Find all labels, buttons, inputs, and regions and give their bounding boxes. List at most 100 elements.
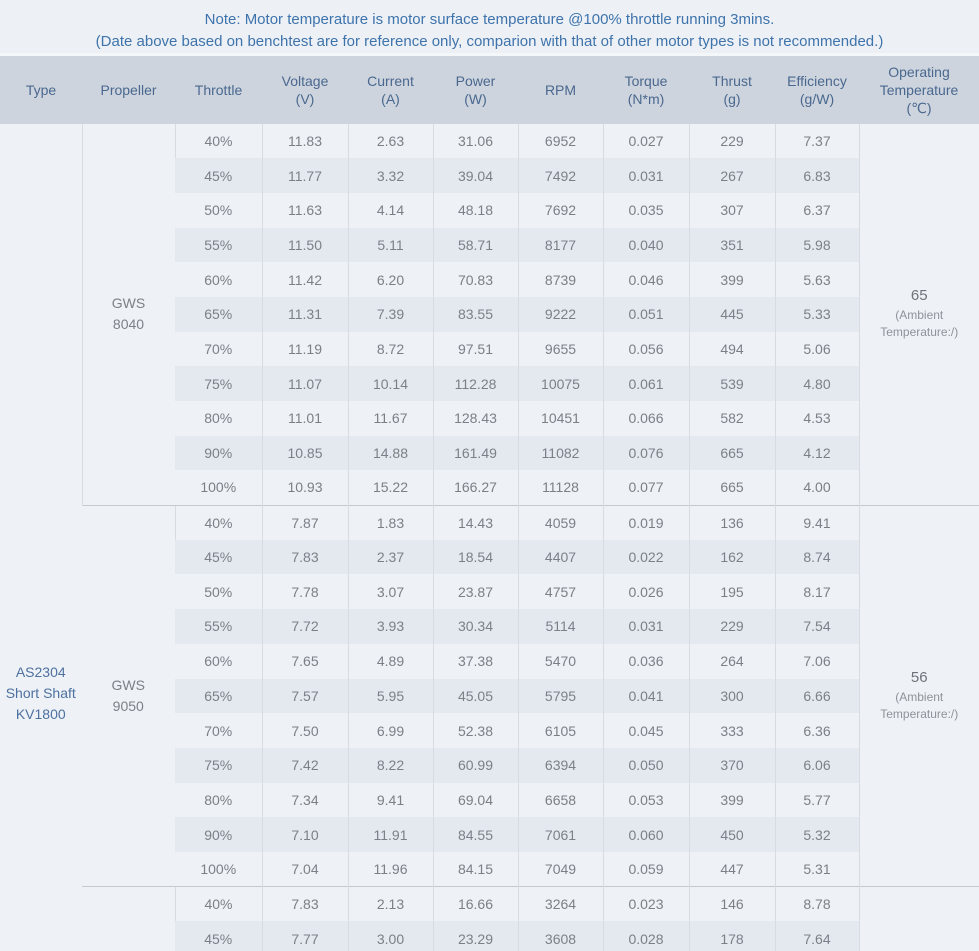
cell-voltage: 7.83 [261,539,348,575]
cell-throttle: 50% [175,192,262,228]
cell-voltage: 7.77 [261,921,348,951]
cell-current: 8.22 [347,747,433,783]
cell-rpm: 9222 [517,296,603,332]
table-row: 55% 7.72 3.93 30.34 5114 0.031 229 7.54 [0,609,979,644]
cell-rpm: 10451 [517,401,603,436]
cell-rpm: 8177 [517,227,603,263]
cell-throttle: 45% [175,158,262,193]
cell-thrust: 450 [688,817,775,852]
temperature-ambient-note: (Ambient Temperature:/) [880,689,959,721]
cell-current: 4.89 [347,643,433,679]
cell-efficiency: 8.78 [774,886,859,922]
cell-torque: 0.061 [602,366,689,401]
table-row: 70% 7.50 6.99 52.38 6105 0.045 333 6.36 [0,713,979,748]
cell-rpm: 11082 [517,435,603,471]
cell-current: 4.14 [347,192,433,228]
cell-torque: 0.031 [602,609,689,644]
cell-current: 3.00 [347,921,433,951]
cell-efficiency: 4.53 [774,401,859,436]
cell-torque: 0.060 [602,817,689,852]
note-line-1: Note: Motor temperature is motor surface… [204,11,775,28]
cell-current: 5.95 [347,678,433,714]
cell-throttle: 60% [175,262,262,297]
cell-thrust: 229 [688,123,775,159]
cell-torque: 0.045 [602,713,689,748]
operating-temperature-cell: 65 (Ambient Temperature:/) [858,123,979,506]
col-header-propeller: Propeller [82,54,175,124]
cell-rpm: 9655 [517,331,603,367]
table-row: 70% 11.19 8.72 97.51 9655 0.056 494 5.06 [0,331,979,367]
cell-thrust: 333 [688,713,775,748]
cell-torque: 0.066 [602,401,689,436]
col-header-current: Current (A) [348,54,433,124]
propeller-cell: GWS 8040 [81,123,175,506]
cell-rpm: 7049 [517,851,603,887]
cell-power: 45.05 [432,678,518,714]
cell-efficiency: 9.41 [774,504,859,540]
cell-efficiency: 5.32 [774,817,859,852]
cell-rpm: 8739 [517,262,603,297]
table-row: 65% 7.57 5.95 45.05 5795 0.041 300 6.66 [0,678,979,714]
cell-torque: 0.026 [602,574,689,610]
col-header-voltage: Voltage (V) [262,54,348,124]
cell-thrust: 146 [688,886,775,922]
cell-efficiency: 8.74 [774,539,859,575]
col-header-torque: Torque (N*m) [603,54,689,124]
cell-current: 3.07 [347,574,433,610]
cell-current: 9.41 [347,782,433,818]
cell-efficiency: 7.06 [774,643,859,679]
cell-torque: 0.019 [602,504,689,540]
cell-thrust: 494 [688,331,775,367]
cell-thrust: 399 [688,782,775,818]
cell-thrust: 399 [688,262,775,297]
cell-efficiency: 4.12 [774,435,859,471]
cell-power: 58.71 [432,227,518,263]
cell-power: 84.55 [432,817,518,852]
cell-efficiency: 5.31 [774,851,859,887]
cell-rpm: 7692 [517,192,603,228]
propeller-cell [82,886,175,951]
operating-temperature-cell: 56 (Ambient Temperature:/) [858,504,979,887]
cell-voltage: 7.87 [261,504,348,540]
table-row: 100% 10.93 15.22 166.27 11128 0.077 665 4.00 [0,470,979,506]
cell-current: 14.88 [347,435,433,471]
cell-rpm: 7061 [517,817,603,852]
table-row: 55% 11.50 5.11 58.71 8177 0.040 351 5.98 [0,227,979,263]
cell-torque: 0.022 [602,539,689,575]
table-row: 50% 11.63 4.14 48.18 7692 0.035 307 6.37 [0,192,979,228]
cell-rpm: 5470 [517,643,603,679]
cell-throttle: 65% [175,296,262,332]
cell-thrust: 136 [688,504,775,540]
table-row: 80% 11.01 11.67 128.43 10451 0.066 582 4.53 [0,401,979,436]
cell-thrust: 195 [688,574,775,610]
cell-voltage: 11.63 [261,192,348,228]
cell-thrust: 264 [688,643,775,679]
cell-throttle: 100% [175,470,262,506]
table-row: GWS 9050 40% 7.87 1.83 14.43 4059 0.019 136 9.41… [0,504,979,887]
cell-power: 30.34 [432,609,518,644]
cell-efficiency: 5.06 [774,331,859,367]
cell-voltage: 10.93 [261,470,348,506]
cell-current: 3.93 [347,609,433,644]
cell-rpm: 6658 [517,782,603,818]
cell-current: 10.14 [347,366,433,401]
cell-throttle: 70% [175,713,262,748]
cell-efficiency: 6.37 [774,192,859,228]
motor-test-table: Type Propeller Throttle Voltage (V) Current … [0,53,979,951]
cell-power: 97.51 [432,331,518,367]
cell-current: 2.37 [347,539,433,575]
temperature-ambient-note: (Ambient Temperature:/) [880,308,959,340]
cell-rpm: 4059 [517,504,603,540]
cell-current: 3.32 [347,158,433,193]
cell-rpm: 6105 [517,713,603,748]
cell-throttle: 45% [175,921,262,951]
cell-thrust: 445 [688,296,775,332]
cell-thrust: 665 [688,470,775,506]
cell-power: 14.43 [432,504,518,540]
cell-throttle: 40% [174,123,262,159]
cell-efficiency: 6.06 [774,747,859,783]
cell-efficiency: 7.54 [774,609,859,644]
cell-efficiency: 5.33 [774,296,859,332]
cell-power: 84.15 [432,851,518,887]
